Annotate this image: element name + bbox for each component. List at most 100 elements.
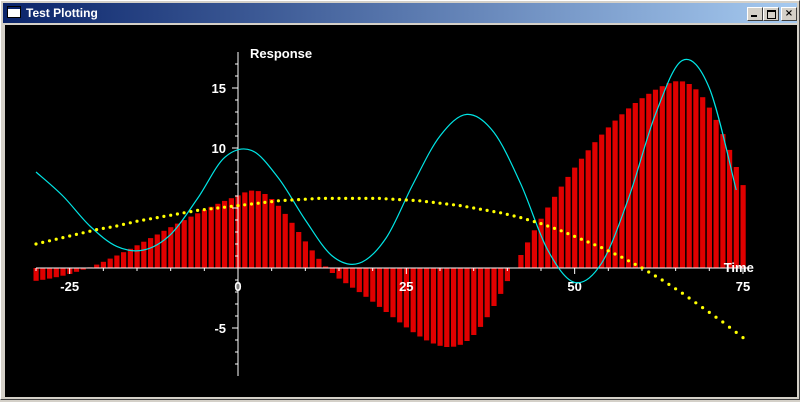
bar [733,167,739,268]
dot [182,211,186,215]
dot [620,255,624,259]
bar [168,227,174,268]
bar [626,108,632,269]
bar [700,97,706,268]
bar [53,268,59,278]
x-tick-label: -25 [60,279,79,294]
dot [458,204,462,208]
bar [410,268,416,333]
bar [578,158,585,268]
bar [228,198,234,268]
bar [316,258,322,268]
dot [451,203,456,207]
dot [101,226,105,230]
bar [727,149,733,268]
dot [606,249,610,253]
dot [411,198,415,202]
dot [216,206,220,210]
dot [727,325,732,329]
dot [398,198,402,202]
bar [100,261,106,268]
dot [310,197,314,201]
bar [174,223,181,268]
bar [141,241,147,268]
bar [451,268,457,347]
bar [289,222,295,268]
bar [60,268,66,276]
dot [552,226,557,230]
maximize-button[interactable] [763,7,779,21]
axis-labels: Response Time [250,46,754,275]
dot [667,282,671,286]
minimize-button[interactable] [747,7,763,21]
bar [397,268,403,323]
line-series [35,58,737,284]
bar [114,255,120,268]
dot [371,196,375,200]
dot [344,196,348,200]
dot [209,207,213,211]
bar [437,268,443,346]
dot [148,217,153,221]
dot [485,208,489,212]
y-axis-label: Response [250,46,312,61]
x-tick-label: 0 [234,279,241,294]
bar [565,176,571,268]
dot [499,211,503,215]
dot [229,204,233,208]
dot [364,196,368,200]
dot [88,229,92,233]
plot-area: -25 0 25 50 75 -5 10 15 Response Time [5,25,797,397]
y-tick-label: 10 [212,141,226,156]
y-tick-label: -5 [214,321,226,336]
dot [41,240,45,244]
dot [586,240,590,244]
bar [403,268,409,328]
dot [532,220,536,224]
dot [377,196,381,200]
bar [639,98,645,268]
bar [720,134,726,268]
dot [741,336,745,340]
dot [438,201,442,205]
dot [674,287,678,291]
bar [464,268,470,341]
bar [296,232,302,268]
dot [546,224,550,228]
window-icon[interactable] [7,6,21,18]
bar [222,200,228,268]
bar [430,268,436,344]
title-bar[interactable]: Test Plotting × [3,3,797,23]
bar [599,134,605,268]
dot [74,232,78,236]
bar [740,185,746,268]
dot [54,237,58,241]
close-button[interactable]: × [781,7,797,21]
bar [572,167,578,268]
dot [418,199,422,203]
dot [61,236,65,240]
dot [701,306,705,310]
bar [127,248,133,268]
dot [222,205,227,209]
dot [465,205,469,209]
dot [445,202,449,206]
dot [283,198,287,202]
bar [491,268,497,306]
bar [269,199,275,268]
dot [647,270,651,274]
chart: -25 0 25 50 75 -5 10 15 Response Time [33,46,754,376]
bar [693,89,699,268]
dot [303,197,307,201]
bar [531,230,537,268]
dot [189,210,193,214]
bar [73,268,80,272]
dot [734,330,738,334]
dot [633,262,637,266]
bar [148,238,154,268]
bar [646,93,652,268]
bar [80,268,86,270]
bar [215,203,221,268]
bar [282,213,288,268]
